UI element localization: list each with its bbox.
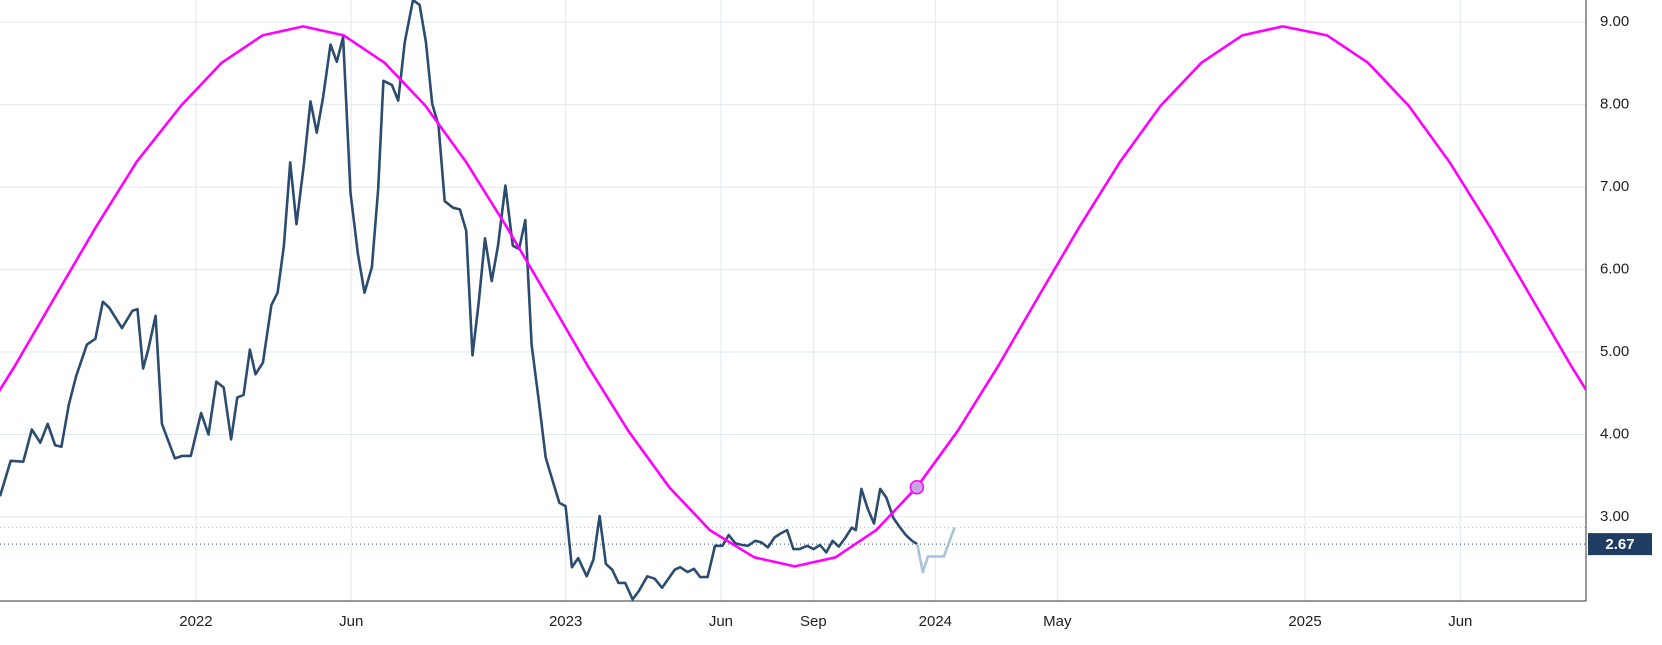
- price-label-box: [1588, 533, 1652, 556]
- x-tick-label: Jun: [339, 613, 363, 630]
- y-tick-label: 6.00: [1600, 261, 1629, 278]
- series-line: [0, 25, 1586, 568]
- cycle-marker: [909, 479, 925, 495]
- y-tick-label: 9.00: [1600, 13, 1629, 30]
- y-tick-label: 7.00: [1600, 178, 1629, 195]
- series-line: [0, 0, 918, 601]
- plot-area: [0, 0, 1586, 601]
- x-tick-label: 2025: [1288, 613, 1321, 630]
- x-tick-label: 2023: [549, 613, 582, 630]
- x-tick-label: Jun: [709, 613, 733, 630]
- x-tick-label: Sep: [800, 613, 827, 630]
- x-tick-label: May: [1043, 613, 1072, 630]
- x-tick-label: Jun: [1448, 613, 1472, 630]
- y-tick-label: 4.00: [1600, 425, 1629, 442]
- x-tick-label: 2022: [179, 613, 212, 630]
- price-label: 2.67: [1605, 536, 1634, 553]
- y-tick-label: 8.00: [1600, 96, 1629, 113]
- series-line: [915, 527, 956, 574]
- x-tick-label: 2024: [919, 613, 952, 630]
- y-tick-label: 3.00: [1600, 508, 1629, 525]
- y-tick-label: 5.00: [1600, 343, 1629, 360]
